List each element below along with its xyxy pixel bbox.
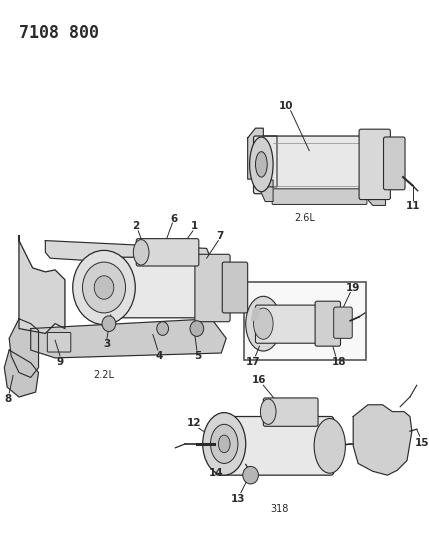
Polygon shape bbox=[353, 405, 412, 475]
Text: 12: 12 bbox=[187, 418, 201, 429]
Polygon shape bbox=[366, 190, 386, 205]
Text: 2.6L: 2.6L bbox=[294, 213, 315, 223]
FancyBboxPatch shape bbox=[254, 136, 365, 193]
FancyBboxPatch shape bbox=[222, 262, 248, 313]
Ellipse shape bbox=[260, 399, 276, 424]
Text: 19: 19 bbox=[346, 282, 360, 293]
Ellipse shape bbox=[190, 321, 204, 336]
Ellipse shape bbox=[256, 152, 267, 177]
FancyBboxPatch shape bbox=[47, 333, 71, 352]
Text: 7108 800: 7108 800 bbox=[19, 23, 99, 42]
FancyBboxPatch shape bbox=[272, 189, 367, 205]
Polygon shape bbox=[251, 307, 260, 321]
FancyBboxPatch shape bbox=[384, 137, 405, 190]
FancyBboxPatch shape bbox=[334, 307, 352, 338]
Ellipse shape bbox=[157, 322, 169, 335]
Text: 9: 9 bbox=[57, 357, 63, 367]
Ellipse shape bbox=[73, 251, 135, 325]
Ellipse shape bbox=[254, 308, 273, 340]
Ellipse shape bbox=[211, 424, 238, 463]
Text: 1: 1 bbox=[191, 221, 199, 231]
Text: 15: 15 bbox=[414, 438, 429, 448]
Polygon shape bbox=[248, 128, 277, 187]
Text: 3: 3 bbox=[103, 339, 111, 349]
Text: 11: 11 bbox=[405, 201, 420, 212]
Text: 6: 6 bbox=[171, 214, 178, 224]
FancyBboxPatch shape bbox=[359, 129, 390, 199]
Ellipse shape bbox=[243, 466, 258, 484]
FancyBboxPatch shape bbox=[263, 398, 318, 426]
Text: 16: 16 bbox=[252, 375, 267, 385]
Text: 18: 18 bbox=[331, 357, 346, 367]
Ellipse shape bbox=[218, 435, 230, 453]
FancyBboxPatch shape bbox=[315, 301, 341, 346]
Text: 318: 318 bbox=[271, 504, 289, 514]
Polygon shape bbox=[260, 180, 273, 201]
FancyBboxPatch shape bbox=[136, 239, 199, 266]
Ellipse shape bbox=[203, 413, 246, 475]
Text: 7: 7 bbox=[217, 231, 224, 241]
Text: 17: 17 bbox=[246, 357, 261, 367]
Text: 5: 5 bbox=[194, 351, 202, 361]
Ellipse shape bbox=[314, 418, 345, 473]
Ellipse shape bbox=[82, 262, 126, 313]
Polygon shape bbox=[45, 240, 211, 268]
Text: 13: 13 bbox=[231, 494, 245, 504]
Polygon shape bbox=[31, 319, 226, 358]
FancyBboxPatch shape bbox=[96, 257, 205, 318]
Polygon shape bbox=[9, 319, 39, 377]
Text: 2.2L: 2.2L bbox=[94, 369, 115, 379]
Polygon shape bbox=[4, 350, 39, 397]
Text: 4: 4 bbox=[155, 351, 163, 361]
Text: 2: 2 bbox=[132, 221, 139, 231]
Ellipse shape bbox=[94, 276, 114, 299]
Polygon shape bbox=[19, 236, 65, 334]
Ellipse shape bbox=[250, 137, 273, 192]
Bar bbox=[244, 281, 366, 360]
FancyBboxPatch shape bbox=[195, 254, 230, 322]
Ellipse shape bbox=[133, 240, 149, 265]
Ellipse shape bbox=[102, 316, 116, 332]
Text: 14: 14 bbox=[209, 468, 224, 478]
FancyBboxPatch shape bbox=[256, 305, 323, 343]
FancyBboxPatch shape bbox=[215, 416, 334, 475]
Ellipse shape bbox=[246, 296, 281, 351]
Text: 10: 10 bbox=[278, 101, 293, 111]
Text: 8: 8 bbox=[5, 394, 12, 404]
